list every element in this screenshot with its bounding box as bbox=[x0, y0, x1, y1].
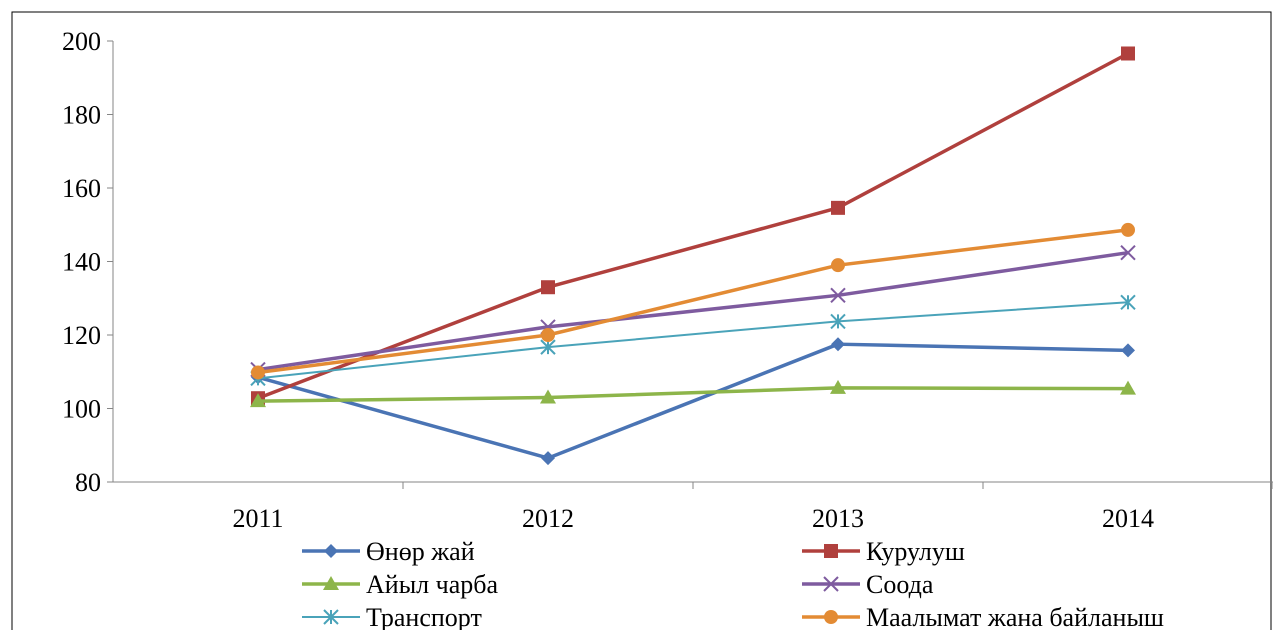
legend: Өнөр жай Курулуш Айыл чарба Соода Транспорт М… bbox=[302, 537, 1164, 630]
data-point bbox=[831, 258, 845, 273]
data-point bbox=[1120, 294, 1136, 310]
legend-swatch-marker bbox=[824, 610, 838, 624]
legend-label: Айыл чарба bbox=[366, 570, 498, 599]
series-2 bbox=[250, 379, 1136, 408]
y-tick-label: 160 bbox=[62, 174, 101, 203]
x-tick-label: 2012 bbox=[522, 504, 574, 533]
data-point bbox=[1121, 46, 1135, 61]
data-point bbox=[541, 328, 555, 342]
marker-stroke bbox=[1120, 244, 1136, 261]
legend-entry: Курулуш bbox=[802, 537, 965, 566]
data-point bbox=[1120, 380, 1136, 395]
legend-label: Өнөр жай bbox=[366, 537, 475, 566]
series-line bbox=[257, 51, 1129, 400]
legend-entry: Соода bbox=[802, 570, 934, 599]
legend-swatch-marker bbox=[824, 544, 838, 558]
x-tick-label: 2014 bbox=[1102, 504, 1154, 533]
legend-swatch-marker bbox=[823, 576, 839, 592]
y-tick-label: 200 bbox=[62, 27, 101, 56]
series-5 bbox=[251, 222, 1135, 380]
series-line bbox=[257, 250, 1129, 372]
data-point bbox=[251, 365, 265, 380]
data-point bbox=[1120, 244, 1136, 261]
data-point bbox=[1121, 343, 1135, 358]
y-tick-label: 120 bbox=[62, 321, 101, 350]
legend-entry: Өнөр жай bbox=[302, 537, 475, 566]
data-point bbox=[831, 200, 845, 215]
legend-swatch-marker bbox=[323, 609, 339, 625]
series-4 bbox=[250, 294, 1136, 387]
y-tick-label: 100 bbox=[62, 395, 101, 424]
series-line bbox=[257, 386, 1129, 403]
legend-swatch-marker bbox=[323, 576, 339, 590]
data-point bbox=[830, 379, 846, 394]
legend-entry: Маалымат жана байланыш bbox=[802, 603, 1164, 630]
series-line bbox=[257, 301, 1129, 380]
axes: 80 100 120 140 160 180 200 2011 2012 2013 2014 bbox=[62, 27, 1273, 533]
series-line bbox=[257, 342, 1129, 460]
data-point bbox=[830, 287, 846, 304]
legend-label: Курулуш bbox=[866, 537, 965, 566]
legend-swatch-marker bbox=[324, 544, 338, 558]
legend-entry: Транспорт bbox=[302, 603, 482, 630]
data-point bbox=[540, 339, 556, 355]
x-tick-label: 2011 bbox=[232, 504, 283, 533]
y-tick-label: 140 bbox=[62, 248, 101, 277]
legend-label: Соода bbox=[866, 570, 934, 599]
data-point bbox=[830, 313, 846, 330]
series-line bbox=[257, 228, 1129, 375]
x-tick-label: 2013 bbox=[812, 504, 864, 533]
series-layer bbox=[250, 46, 1136, 466]
data-point bbox=[1121, 222, 1135, 237]
legend-entry: Айыл чарба bbox=[302, 570, 498, 599]
legend-label: Транспорт bbox=[366, 603, 482, 630]
data-point bbox=[540, 389, 556, 404]
data-point bbox=[541, 280, 555, 295]
data-point bbox=[541, 451, 555, 466]
chart-border bbox=[11, 11, 1272, 630]
legend-label: Маалымат жана байланыш bbox=[866, 603, 1164, 630]
y-tick-label: 180 bbox=[62, 101, 101, 130]
data-point bbox=[831, 337, 845, 352]
data-point bbox=[250, 393, 266, 408]
marker-stroke bbox=[823, 576, 839, 592]
marker-stroke bbox=[830, 287, 846, 304]
y-tick-label: 80 bbox=[75, 468, 101, 497]
